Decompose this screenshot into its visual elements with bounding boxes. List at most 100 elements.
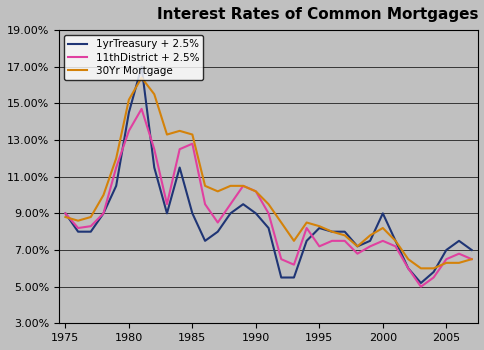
1yrTreasury + 2.5% (430, 270, 436, 274)
11thDistrict + 2.5% (379, 239, 385, 243)
11thDistrict + 2.5% (138, 107, 144, 111)
1yrTreasury + 2.5% (455, 239, 461, 243)
11thDistrict + 2.5% (189, 142, 195, 146)
1yrTreasury + 2.5% (240, 202, 245, 206)
30Yr Mortgage (62, 215, 68, 219)
1yrTreasury + 2.5% (253, 211, 258, 216)
30Yr Mortgage (189, 132, 195, 137)
30Yr Mortgage (405, 257, 410, 261)
11thDistrict + 2.5% (113, 166, 119, 170)
1yrTreasury + 2.5% (176, 166, 182, 170)
11thDistrict + 2.5% (202, 202, 208, 206)
30Yr Mortgage (265, 202, 271, 206)
11thDistrict + 2.5% (290, 262, 296, 267)
11thDistrict + 2.5% (75, 226, 81, 230)
1yrTreasury + 2.5% (354, 244, 360, 248)
1yrTreasury + 2.5% (290, 275, 296, 280)
30Yr Mortgage (227, 184, 233, 188)
30Yr Mortgage (392, 239, 398, 243)
30Yr Mortgage (442, 261, 448, 265)
30Yr Mortgage (341, 233, 347, 237)
30Yr Mortgage (379, 226, 385, 230)
1yrTreasury + 2.5% (75, 230, 81, 234)
30Yr Mortgage (240, 184, 245, 188)
Text: Interest Rates of Common Mortgages: Interest Rates of Common Mortgages (156, 7, 477, 22)
1yrTreasury + 2.5% (62, 211, 68, 216)
30Yr Mortgage (214, 189, 220, 194)
1yrTreasury + 2.5% (227, 211, 233, 216)
1yrTreasury + 2.5% (379, 211, 385, 216)
11thDistrict + 2.5% (227, 202, 233, 206)
1yrTreasury + 2.5% (316, 226, 321, 230)
30Yr Mortgage (455, 261, 461, 265)
1yrTreasury + 2.5% (151, 166, 157, 170)
1yrTreasury + 2.5% (341, 230, 347, 234)
11thDistrict + 2.5% (126, 129, 132, 133)
11thDistrict + 2.5% (240, 184, 245, 188)
1yrTreasury + 2.5% (278, 275, 284, 280)
30Yr Mortgage (290, 239, 296, 243)
30Yr Mortgage (354, 244, 360, 248)
Legend: 1yrTreasury + 2.5%, 11thDistrict + 2.5%, 30Yr Mortgage: 1yrTreasury + 2.5%, 11thDistrict + 2.5%,… (64, 35, 203, 80)
30Yr Mortgage (113, 156, 119, 160)
1yrTreasury + 2.5% (126, 111, 132, 115)
1yrTreasury + 2.5% (366, 239, 372, 243)
1yrTreasury + 2.5% (303, 239, 309, 243)
30Yr Mortgage (366, 233, 372, 237)
11thDistrict + 2.5% (278, 257, 284, 261)
11thDistrict + 2.5% (176, 147, 182, 151)
11thDistrict + 2.5% (265, 211, 271, 216)
11thDistrict + 2.5% (151, 147, 157, 151)
11thDistrict + 2.5% (405, 266, 410, 271)
30Yr Mortgage (126, 98, 132, 102)
30Yr Mortgage (303, 220, 309, 225)
1yrTreasury + 2.5% (392, 239, 398, 243)
11thDistrict + 2.5% (442, 257, 448, 261)
1yrTreasury + 2.5% (405, 266, 410, 271)
1yrTreasury + 2.5% (164, 211, 169, 216)
30Yr Mortgage (176, 129, 182, 133)
30Yr Mortgage (138, 76, 144, 80)
11thDistrict + 2.5% (253, 189, 258, 194)
1yrTreasury + 2.5% (100, 211, 106, 216)
1yrTreasury + 2.5% (88, 230, 93, 234)
11thDistrict + 2.5% (303, 226, 309, 230)
11thDistrict + 2.5% (430, 275, 436, 280)
11thDistrict + 2.5% (366, 244, 372, 248)
11thDistrict + 2.5% (88, 224, 93, 228)
1yrTreasury + 2.5% (442, 248, 448, 252)
30Yr Mortgage (329, 230, 334, 234)
30Yr Mortgage (278, 220, 284, 225)
11thDistrict + 2.5% (100, 211, 106, 216)
30Yr Mortgage (164, 132, 169, 137)
11thDistrict + 2.5% (329, 239, 334, 243)
30Yr Mortgage (151, 92, 157, 96)
1yrTreasury + 2.5% (113, 184, 119, 188)
1yrTreasury + 2.5% (138, 65, 144, 69)
30Yr Mortgage (202, 184, 208, 188)
11thDistrict + 2.5% (214, 220, 220, 225)
11thDistrict + 2.5% (468, 257, 474, 261)
30Yr Mortgage (100, 193, 106, 197)
1yrTreasury + 2.5% (202, 239, 208, 243)
11thDistrict + 2.5% (455, 252, 461, 256)
11thDistrict + 2.5% (392, 244, 398, 248)
11thDistrict + 2.5% (341, 239, 347, 243)
1yrTreasury + 2.5% (417, 281, 423, 285)
1yrTreasury + 2.5% (329, 230, 334, 234)
Line: 30Yr Mortgage: 30Yr Mortgage (65, 78, 471, 268)
1yrTreasury + 2.5% (265, 226, 271, 230)
30Yr Mortgage (253, 189, 258, 194)
30Yr Mortgage (417, 266, 423, 271)
30Yr Mortgage (88, 215, 93, 219)
1yrTreasury + 2.5% (468, 248, 474, 252)
1yrTreasury + 2.5% (214, 230, 220, 234)
1yrTreasury + 2.5% (189, 211, 195, 216)
30Yr Mortgage (430, 266, 436, 271)
Line: 1yrTreasury + 2.5%: 1yrTreasury + 2.5% (65, 67, 471, 283)
11thDistrict + 2.5% (62, 211, 68, 216)
11thDistrict + 2.5% (316, 244, 321, 248)
11thDistrict + 2.5% (164, 202, 169, 206)
30Yr Mortgage (75, 219, 81, 223)
Line: 11thDistrict + 2.5%: 11thDistrict + 2.5% (65, 109, 471, 287)
